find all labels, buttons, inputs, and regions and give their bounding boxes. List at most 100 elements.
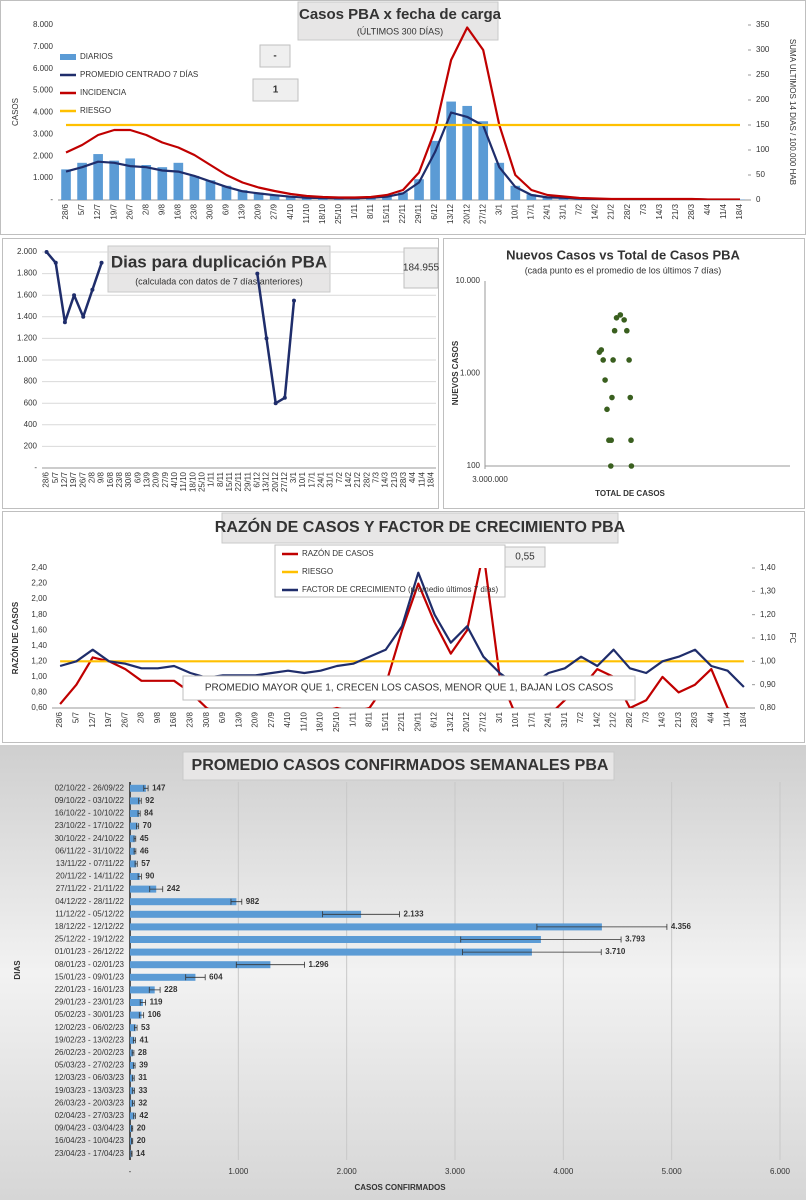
data-label: 57	[141, 859, 150, 868]
x-tick-label: 30/8	[206, 203, 215, 219]
x-tick-label: 10/1	[298, 471, 307, 487]
x-tick-label: 22/11	[397, 711, 406, 731]
y2-tick-label: 50	[756, 170, 765, 179]
y-tick-label: 2.000	[17, 247, 38, 256]
x-tick-label: 18/10	[316, 711, 325, 732]
point	[602, 377, 608, 383]
x-tick-label: 3/1	[495, 711, 504, 723]
x-tick-label: 25/10	[334, 203, 343, 224]
y-tick-label: -	[34, 463, 37, 472]
x-tick-label: 3.000.000	[472, 475, 508, 484]
data-label: 20	[137, 1124, 146, 1133]
point	[626, 357, 632, 363]
x-tick-label: 19/7	[104, 711, 113, 727]
x-tick-label: 28/3	[690, 711, 699, 727]
x-tick-label: 18/4	[427, 471, 436, 487]
point	[90, 287, 95, 292]
error-bar	[133, 835, 137, 842]
bar	[478, 121, 489, 200]
chart-subtitle: (ÚLTIMOS 300 DÍAS)	[357, 26, 443, 36]
x-tick-label: 3.000	[445, 1167, 466, 1176]
error-bar	[460, 936, 622, 943]
point	[598, 347, 605, 353]
x-tick-label: 11/10	[302, 203, 311, 223]
legend-label: PROMEDIO CENTRADO 7 DÍAS	[80, 70, 198, 79]
point	[617, 312, 624, 318]
title-box	[221, 512, 619, 544]
y-tick-label: 30/10/22 - 24/10/22	[55, 834, 125, 843]
x-tick-label: 27/9	[267, 711, 276, 727]
x-tick-label: 13/9	[234, 711, 243, 727]
chart-subtitle: (cada punto es el promedio de los último…	[525, 265, 722, 275]
bar	[130, 860, 137, 868]
x-tick-label: 29/11	[414, 203, 423, 223]
y-tick-label: 1.200	[17, 334, 38, 343]
x-axis-label: TOTAL DE CASOS	[595, 489, 665, 498]
data-label: 2.133	[404, 909, 425, 918]
x-tick-label: 17/1	[307, 471, 316, 487]
x-tick-label: 1/11	[207, 471, 216, 487]
legend-label: RIESGO	[302, 567, 333, 576]
error-bar	[139, 999, 146, 1006]
x-tick-label: 9/8	[153, 711, 162, 723]
bar	[130, 822, 138, 830]
y-tick-label: 26/03/23 - 20/03/23	[55, 1098, 125, 1107]
x-tick-label: 6.000	[770, 1167, 791, 1176]
data-label: 32	[138, 1098, 147, 1107]
y-tick-label: 4.000	[33, 108, 54, 117]
x-tick-label: 21/3	[671, 203, 680, 219]
y-tick-label: 7.000	[33, 42, 54, 51]
bar	[269, 194, 280, 200]
error-bar	[185, 974, 206, 981]
y2-axis-label: SUMA ULTIMOS 14 DIAS / 100.000 HAB	[788, 39, 797, 185]
bar	[205, 180, 216, 200]
error-bar	[131, 1125, 134, 1132]
x-tick-label: 14/2	[344, 471, 353, 487]
x-tick-label: 3/1	[494, 203, 503, 215]
data-label: 90	[145, 872, 154, 881]
x-tick-label: 13/12	[446, 203, 455, 224]
y-tick-label: 1.800	[17, 269, 38, 278]
x-tick-label: 13/12	[446, 711, 455, 732]
legend-box	[274, 544, 506, 598]
y-tick-label: 23/04/23 - 17/04/23	[55, 1149, 125, 1158]
y-tick-label: 16/10/22 - 10/10/22	[55, 809, 125, 818]
point	[604, 406, 610, 413]
x-tick-label: 8/11	[365, 711, 374, 727]
y-tick-label: 25/12/22 - 19/12/22	[55, 935, 125, 944]
data-label: 70	[143, 821, 152, 830]
annotation-box	[259, 44, 291, 68]
x-tick-label: 27/12	[479, 711, 488, 732]
chart-title: RAZÓN DE CASOS Y FACTOR DE CRECIMIENTO P…	[215, 517, 626, 536]
y-tick-label: 08/01/23 - 02/01/23	[55, 960, 125, 969]
y-tick-label: 600	[24, 398, 38, 407]
y-tick-label: 1.000	[460, 369, 481, 378]
y-tick-label: 04/12/22 - 28/11/22	[55, 897, 124, 906]
legend-label: RIESGO	[80, 106, 111, 115]
x-tick-label: 11/4	[719, 203, 728, 219]
point	[264, 336, 269, 341]
x-tick-label: 24/1	[544, 711, 553, 727]
y-tick-label: 200	[24, 442, 38, 451]
x-tick-label: 9/8	[157, 203, 166, 215]
x-tick-label: 21/3	[390, 471, 399, 487]
annotation-box	[182, 675, 636, 701]
data-label: 20	[137, 1136, 146, 1145]
x-tick-label: 15/11	[382, 203, 391, 223]
y-tick-label: 26/02/23 - 20/02/23	[55, 1048, 125, 1057]
bar	[130, 948, 532, 956]
y-tick-label: 11/12/22 - 05/12/22	[55, 909, 124, 918]
y2-tick-label: 0,80	[760, 703, 776, 712]
x-tick-label: 18/4	[739, 711, 748, 727]
bar	[130, 873, 140, 880]
point	[99, 260, 104, 265]
y-tick-label: 12/02/23 - 06/02/23	[55, 1023, 125, 1032]
point	[628, 463, 635, 469]
bar	[130, 847, 135, 855]
x-tick-label: 22/11	[398, 203, 407, 223]
x-tick-label: 5/7	[51, 471, 60, 483]
x-tick-label: 5.000	[662, 1167, 683, 1176]
bar	[462, 105, 472, 200]
line	[65, 26, 740, 200]
x-tick-label: 25/10	[197, 471, 206, 492]
